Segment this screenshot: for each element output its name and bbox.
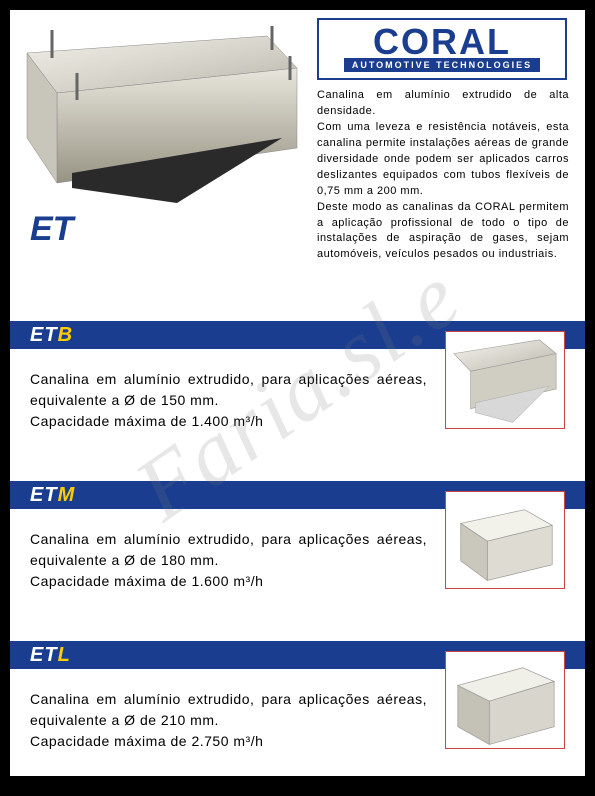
section-etl: ETL Canalina em alumínio extrudido, para… xyxy=(10,641,585,789)
product-sheet: CORAL AUTOMOTIVE TECHNOLOGIES Canalina e… xyxy=(10,10,585,776)
brand-subtitle: AUTOMOTIVE TECHNOLOGIES xyxy=(344,58,540,72)
section-text-etb: Canalina em alumínio extrudido, para apl… xyxy=(30,361,445,469)
section-suffix: M xyxy=(58,484,76,506)
section-title-etb: ETB xyxy=(30,324,73,347)
section-code: ET xyxy=(30,484,58,506)
section-suffix: L xyxy=(58,644,71,666)
section-text-etl: Canalina em alumínio extrudido, para apl… xyxy=(30,681,445,789)
section-code: ET xyxy=(30,324,58,346)
section-body-etm: Canalina em alumínio extrudido, para apl… xyxy=(10,509,585,629)
section-title-etm: ETM xyxy=(30,484,75,507)
brand-name: CORAL xyxy=(373,26,511,58)
section-etb: ETB Canalina em alumínio extrudido, para… xyxy=(10,321,585,469)
intro-text: Canalina em alumínio extrudido de alta d… xyxy=(317,88,573,263)
brand-logo: CORAL AUTOMOTIVE TECHNOLOGIES xyxy=(317,18,567,80)
header-right: CORAL AUTOMOTIVE TECHNOLOGIES Canalina e… xyxy=(307,18,573,263)
main-product-image xyxy=(22,18,307,203)
section-etm: ETM Canalina em alumínio extrudido, para… xyxy=(10,481,585,629)
section-image-etb xyxy=(445,331,565,429)
section-image-etl xyxy=(445,651,565,749)
section-suffix: B xyxy=(58,324,73,346)
section-image-etm xyxy=(445,491,565,589)
section-title-etl: ETL xyxy=(30,644,71,667)
header-row: CORAL AUTOMOTIVE TECHNOLOGIES Canalina e… xyxy=(10,10,585,263)
section-body-etb: Canalina em alumínio extrudido, para apl… xyxy=(10,349,585,469)
main-product-code: ET xyxy=(30,210,73,249)
section-body-etl: Canalina em alumínio extrudido, para apl… xyxy=(10,669,585,789)
section-text-etm: Canalina em alumínio extrudido, para apl… xyxy=(30,521,445,629)
section-code: ET xyxy=(30,644,58,666)
